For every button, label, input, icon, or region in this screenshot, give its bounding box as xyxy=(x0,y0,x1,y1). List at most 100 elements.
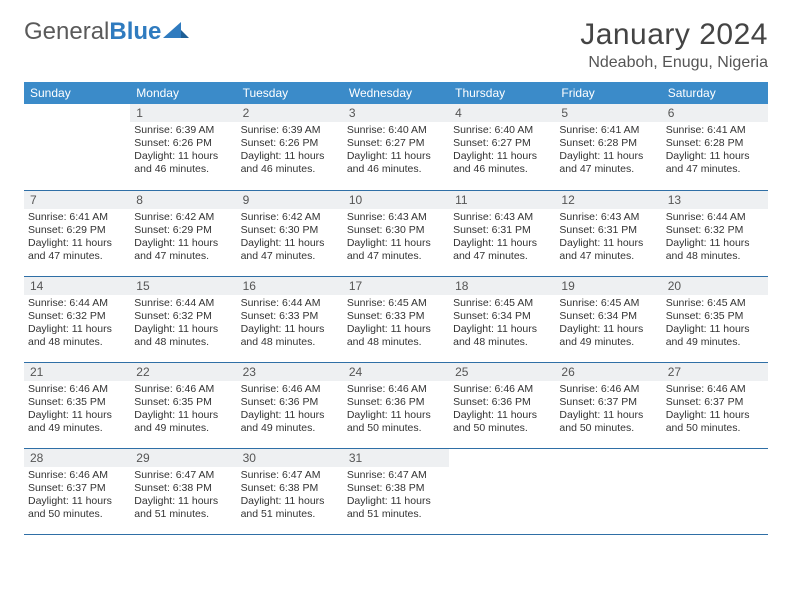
day-body: Sunrise: 6:43 AMSunset: 6:31 PMDaylight:… xyxy=(555,209,661,268)
day-line: Sunset: 6:30 PM xyxy=(347,224,445,237)
day-line: and 51 minutes. xyxy=(347,508,445,521)
day-line: Sunset: 6:34 PM xyxy=(559,310,657,323)
day-number: 30 xyxy=(237,449,343,467)
calendar-cell: 16Sunrise: 6:44 AMSunset: 6:33 PMDayligh… xyxy=(237,276,343,362)
day-line: Sunrise: 6:44 AM xyxy=(28,297,126,310)
day-number: 8 xyxy=(130,191,236,209)
day-line: Sunset: 6:30 PM xyxy=(241,224,339,237)
day-line: Sunset: 6:31 PM xyxy=(559,224,657,237)
day-number: 16 xyxy=(237,277,343,295)
day-line: Sunset: 6:38 PM xyxy=(241,482,339,495)
day-line: Sunset: 6:36 PM xyxy=(453,396,551,409)
day-line: Sunrise: 6:39 AM xyxy=(241,124,339,137)
day-body: Sunrise: 6:40 AMSunset: 6:27 PMDaylight:… xyxy=(343,122,449,181)
day-line: Sunrise: 6:42 AM xyxy=(134,211,232,224)
calendar-cell: 10Sunrise: 6:43 AMSunset: 6:30 PMDayligh… xyxy=(343,190,449,276)
day-line: and 46 minutes. xyxy=(241,163,339,176)
calendar-cell: 24Sunrise: 6:46 AMSunset: 6:36 PMDayligh… xyxy=(343,362,449,448)
day-line: Sunset: 6:35 PM xyxy=(666,310,764,323)
day-line: Sunrise: 6:47 AM xyxy=(347,469,445,482)
calendar-cell: 4Sunrise: 6:40 AMSunset: 6:27 PMDaylight… xyxy=(449,104,555,190)
day-line: and 47 minutes. xyxy=(559,250,657,263)
day-number: 20 xyxy=(662,277,768,295)
day-line: and 50 minutes. xyxy=(28,508,126,521)
day-line: Sunset: 6:38 PM xyxy=(347,482,445,495)
day-line: Daylight: 11 hours xyxy=(134,150,232,163)
logo: GeneralBlue xyxy=(24,18,189,46)
day-line: Daylight: 11 hours xyxy=(28,237,126,250)
day-line: and 47 minutes. xyxy=(453,250,551,263)
day-body: Sunrise: 6:44 AMSunset: 6:32 PMDaylight:… xyxy=(662,209,768,268)
weekday-header: Friday xyxy=(555,82,661,104)
calendar-cell: 2Sunrise: 6:39 AMSunset: 6:26 PMDaylight… xyxy=(237,104,343,190)
calendar-row: 21Sunrise: 6:46 AMSunset: 6:35 PMDayligh… xyxy=(24,362,768,448)
day-body: Sunrise: 6:39 AMSunset: 6:26 PMDaylight:… xyxy=(130,122,236,181)
day-number: 23 xyxy=(237,363,343,381)
day-line: and 46 minutes. xyxy=(347,163,445,176)
calendar-cell: 17Sunrise: 6:45 AMSunset: 6:33 PMDayligh… xyxy=(343,276,449,362)
day-line: Sunset: 6:35 PM xyxy=(134,396,232,409)
day-line: Daylight: 11 hours xyxy=(453,150,551,163)
calendar-cell: 25Sunrise: 6:46 AMSunset: 6:36 PMDayligh… xyxy=(449,362,555,448)
day-line: Sunset: 6:32 PM xyxy=(666,224,764,237)
day-number: 2 xyxy=(237,104,343,122)
day-line: Daylight: 11 hours xyxy=(347,323,445,336)
weekday-header: Tuesday xyxy=(237,82,343,104)
day-line: Daylight: 11 hours xyxy=(559,237,657,250)
day-body: Sunrise: 6:45 AMSunset: 6:34 PMDaylight:… xyxy=(449,295,555,354)
day-line: and 50 minutes. xyxy=(453,422,551,435)
calendar-cell: 18Sunrise: 6:45 AMSunset: 6:34 PMDayligh… xyxy=(449,276,555,362)
day-line: and 48 minutes. xyxy=(134,336,232,349)
day-line: Sunset: 6:32 PM xyxy=(134,310,232,323)
calendar-cell: 15Sunrise: 6:44 AMSunset: 6:32 PMDayligh… xyxy=(130,276,236,362)
day-line: Sunrise: 6:40 AM xyxy=(347,124,445,137)
day-body: Sunrise: 6:46 AMSunset: 6:35 PMDaylight:… xyxy=(130,381,236,440)
day-number: 13 xyxy=(662,191,768,209)
day-line: Sunrise: 6:46 AM xyxy=(347,383,445,396)
day-body: Sunrise: 6:46 AMSunset: 6:35 PMDaylight:… xyxy=(24,381,130,440)
day-number xyxy=(449,449,555,467)
calendar-cell: 1Sunrise: 6:39 AMSunset: 6:26 PMDaylight… xyxy=(130,104,236,190)
day-line: Daylight: 11 hours xyxy=(666,150,764,163)
day-number: 17 xyxy=(343,277,449,295)
day-line: Sunrise: 6:45 AM xyxy=(559,297,657,310)
day-line: and 48 minutes. xyxy=(28,336,126,349)
logo-text: GeneralBlue xyxy=(24,18,161,46)
day-line: Daylight: 11 hours xyxy=(241,323,339,336)
day-body: Sunrise: 6:44 AMSunset: 6:32 PMDaylight:… xyxy=(24,295,130,354)
day-number: 26 xyxy=(555,363,661,381)
day-body xyxy=(555,467,661,473)
day-body: Sunrise: 6:47 AMSunset: 6:38 PMDaylight:… xyxy=(343,467,449,526)
day-line: Sunrise: 6:45 AM xyxy=(347,297,445,310)
day-line: Daylight: 11 hours xyxy=(28,409,126,422)
day-number: 15 xyxy=(130,277,236,295)
day-number: 6 xyxy=(662,104,768,122)
day-number: 22 xyxy=(130,363,236,381)
day-line: Daylight: 11 hours xyxy=(241,237,339,250)
day-number: 7 xyxy=(24,191,130,209)
day-number: 5 xyxy=(555,104,661,122)
day-line: Sunset: 6:36 PM xyxy=(347,396,445,409)
day-number: 27 xyxy=(662,363,768,381)
day-line: Sunset: 6:29 PM xyxy=(134,224,232,237)
day-line: Sunrise: 6:41 AM xyxy=(28,211,126,224)
day-line: Sunrise: 6:46 AM xyxy=(453,383,551,396)
day-line: Daylight: 11 hours xyxy=(453,237,551,250)
day-body: Sunrise: 6:41 AMSunset: 6:28 PMDaylight:… xyxy=(555,122,661,181)
calendar-cell: 21Sunrise: 6:46 AMSunset: 6:35 PMDayligh… xyxy=(24,362,130,448)
title-block: January 2024 Ndeaboh, Enugu, Nigeria xyxy=(580,18,768,72)
day-line: Daylight: 11 hours xyxy=(666,409,764,422)
calendar-cell: 3Sunrise: 6:40 AMSunset: 6:27 PMDaylight… xyxy=(343,104,449,190)
weekday-header: Thursday xyxy=(449,82,555,104)
calendar-cell: 20Sunrise: 6:45 AMSunset: 6:35 PMDayligh… xyxy=(662,276,768,362)
day-line: Sunrise: 6:43 AM xyxy=(559,211,657,224)
day-line: Sunrise: 6:46 AM xyxy=(134,383,232,396)
day-line: and 49 minutes. xyxy=(559,336,657,349)
day-body: Sunrise: 6:45 AMSunset: 6:34 PMDaylight:… xyxy=(555,295,661,354)
day-body: Sunrise: 6:46 AMSunset: 6:36 PMDaylight:… xyxy=(343,381,449,440)
day-body: Sunrise: 6:46 AMSunset: 6:36 PMDaylight:… xyxy=(449,381,555,440)
day-line: Daylight: 11 hours xyxy=(134,495,232,508)
calendar-row: 1Sunrise: 6:39 AMSunset: 6:26 PMDaylight… xyxy=(24,104,768,190)
day-line: Sunrise: 6:41 AM xyxy=(666,124,764,137)
day-line: Sunrise: 6:44 AM xyxy=(241,297,339,310)
